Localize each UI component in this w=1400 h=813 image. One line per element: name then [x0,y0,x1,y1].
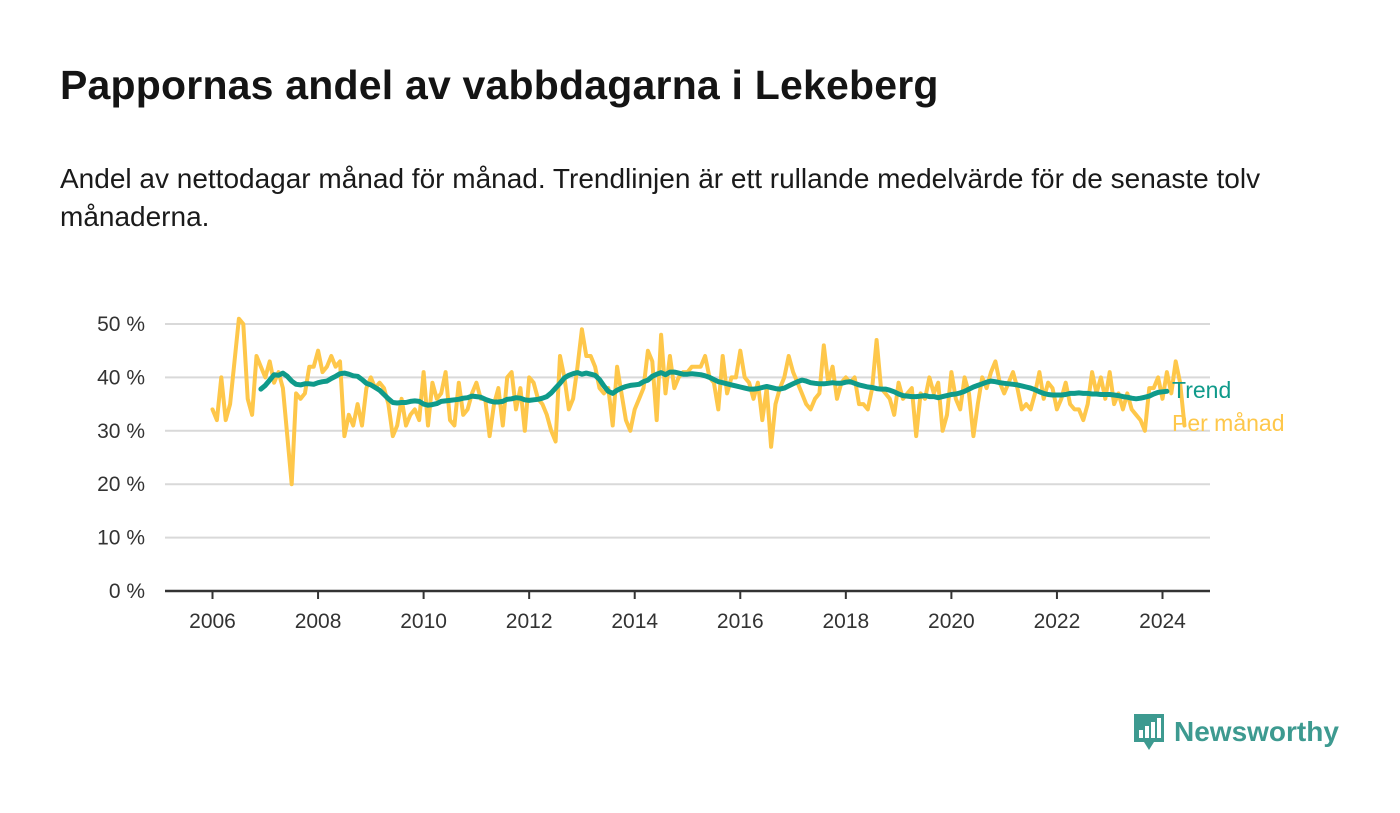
legend-per-manad: Per månad [1172,410,1285,436]
chart-title: Pappornas andel av vabbdagarna i Lekeber… [60,62,939,108]
newsworthy-logo: Newsworthy [1132,712,1339,752]
x-tick-label: 2014 [611,610,658,633]
chart-subtitle: Andel av nettodagar månad för månad. Tre… [60,163,1261,232]
x-tick-label: 2012 [506,610,553,633]
x-tick-label: 2018 [822,610,869,633]
x-tick-label: 2016 [717,610,764,633]
y-tick-label: 50 % [97,313,145,336]
y-tick-label: 30 % [97,420,145,443]
y-tick-label: 20 % [97,473,145,496]
x-tick-label: 2008 [295,610,342,633]
legend: Trend Per månad [1172,377,1285,436]
y-tick-label: 40 % [97,366,145,389]
x-axis: 2006 2008 2010 2012 2014 2016 2018 2020 2022 2024 [165,589,1210,633]
y-axis-ticks: 0 % 10 % 20 % 30 % 40 % 50 % [97,313,145,603]
y-tick-label: 10 % [97,527,145,550]
newsworthy-logo-icon [1134,714,1164,750]
series-trend-line [258,369,1170,408]
y-tick-label: 0 % [109,580,145,603]
series-lines [210,316,1187,487]
series-per-manad-line [210,316,1187,487]
x-tick-label: 2022 [1034,610,1081,633]
x-tick-label: 2006 [189,610,236,633]
x-tick-label: 2010 [400,610,447,633]
x-tick-label: 2024 [1139,610,1186,633]
logo-text: Newsworthy [1174,716,1339,747]
gridlines [165,323,1210,539]
x-tick-label: 2020 [928,610,975,633]
legend-trend: Trend [1172,377,1231,403]
